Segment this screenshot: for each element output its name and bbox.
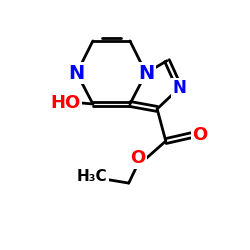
- Text: H₃C: H₃C: [77, 169, 108, 184]
- Text: O: O: [130, 149, 146, 168]
- Text: HO: HO: [50, 94, 81, 112]
- Text: N: N: [69, 64, 85, 82]
- Text: N: N: [138, 64, 154, 82]
- Text: N: N: [172, 79, 186, 97]
- Text: O: O: [192, 126, 208, 144]
